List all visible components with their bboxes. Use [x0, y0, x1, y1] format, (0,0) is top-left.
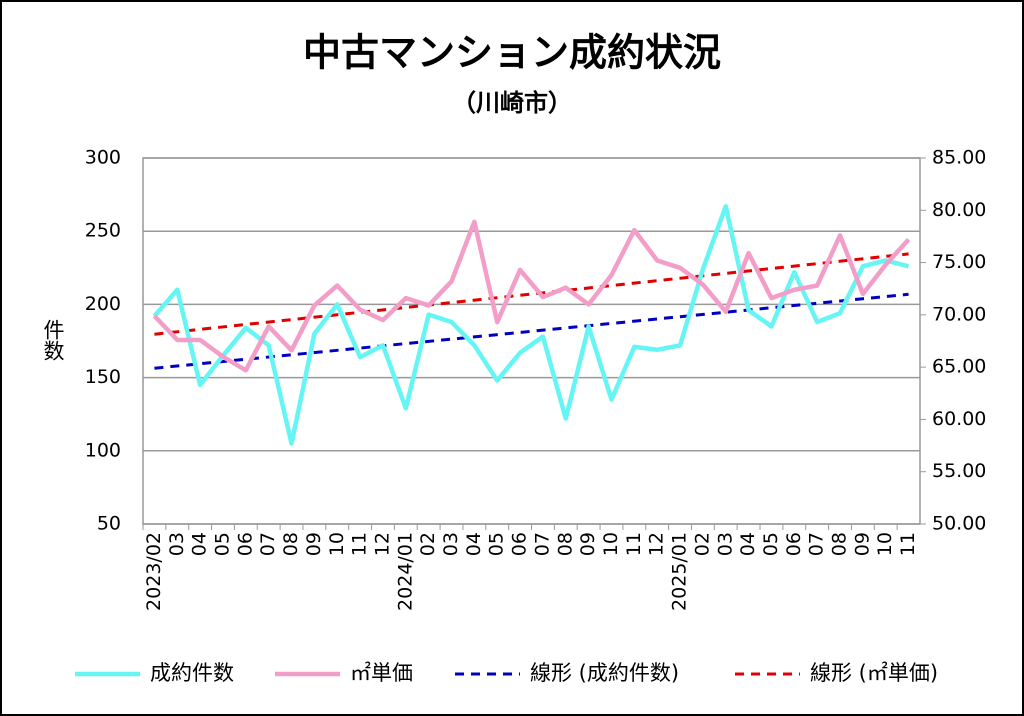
- x-tick-label: 09: [577, 532, 599, 556]
- x-tick-label: 12: [646, 532, 668, 556]
- x-tick-label: 07: [806, 532, 828, 556]
- x-tick-label: 06: [509, 532, 531, 556]
- y2-tick-label: 80.00: [932, 199, 986, 221]
- trend-line: [154, 292, 909, 370]
- x-tick-label: 2025/01: [669, 532, 691, 611]
- x-tick-label: 05: [486, 532, 508, 556]
- y-axis-label: 件数: [41, 319, 65, 361]
- chart-title: 中古マンション成約状況: [303, 31, 721, 75]
- x-tick-label: 04: [737, 532, 759, 556]
- series-line: [152, 204, 910, 446]
- y-tick-label: 250: [85, 220, 121, 242]
- x-tick-label: 10: [874, 532, 896, 556]
- y-tick-label: 100: [85, 439, 121, 461]
- x-tick-label: 06: [234, 532, 256, 556]
- x-tick-label: 09: [303, 532, 325, 556]
- series-line: [152, 219, 911, 373]
- x-tick-label: 04: [463, 532, 485, 556]
- y2-tick-label: 55.00: [932, 460, 986, 482]
- y2-tick-label: 50.00: [932, 513, 986, 535]
- y2-tick-label: 85.00: [932, 147, 986, 169]
- legend-label: 線形 (㎡単価): [810, 661, 938, 685]
- x-tick-label: 08: [829, 532, 851, 556]
- legend-label: ㎡単価: [350, 661, 413, 685]
- y-tick-label: 50: [97, 513, 121, 535]
- x-tick-label: 10: [600, 532, 622, 556]
- x-tick-label: 07: [531, 532, 553, 556]
- y2-tick-label: 60.00: [932, 408, 986, 430]
- x-tick-label: 11: [623, 532, 645, 556]
- legend-label: 成約件数: [150, 661, 234, 685]
- x-tick-label: 11: [349, 532, 371, 556]
- x-tick-label: 05: [760, 532, 782, 556]
- x-tick-label: 03: [166, 532, 188, 556]
- trend-line: [154, 252, 909, 336]
- y-tick-label: 200: [85, 293, 121, 315]
- x-tick-label: 09: [851, 532, 873, 556]
- x-tick-label: 05: [211, 532, 233, 556]
- y-tick-label: 150: [85, 366, 121, 388]
- y-tick-label: 300: [85, 147, 121, 169]
- x-tick-label: 2024/01: [394, 532, 416, 611]
- x-tick-label: 10: [326, 532, 348, 556]
- x-tick-label: 07: [257, 532, 279, 556]
- x-tick-label: 08: [554, 532, 576, 556]
- x-tick-label: 03: [714, 532, 736, 556]
- chart-subtitle: （川崎市）: [452, 89, 572, 117]
- x-tick-label: 02: [417, 532, 439, 556]
- y2-tick-label: 65.00: [932, 356, 986, 378]
- x-tick-label: 03: [440, 532, 462, 556]
- legend-label: 線形 (成約件数): [530, 661, 679, 685]
- y2-tick-label: 75.00: [932, 251, 986, 273]
- x-tick-label: 02: [691, 532, 713, 556]
- y2-tick-label: 70.00: [932, 303, 986, 325]
- x-tick-label: 04: [189, 532, 211, 556]
- x-tick-label: 08: [280, 532, 302, 556]
- x-tick-label: 06: [783, 532, 805, 556]
- x-tick-label: 12: [371, 532, 393, 556]
- x-tick-label: 2023/02: [143, 532, 165, 611]
- x-tick-label: 11: [897, 532, 919, 556]
